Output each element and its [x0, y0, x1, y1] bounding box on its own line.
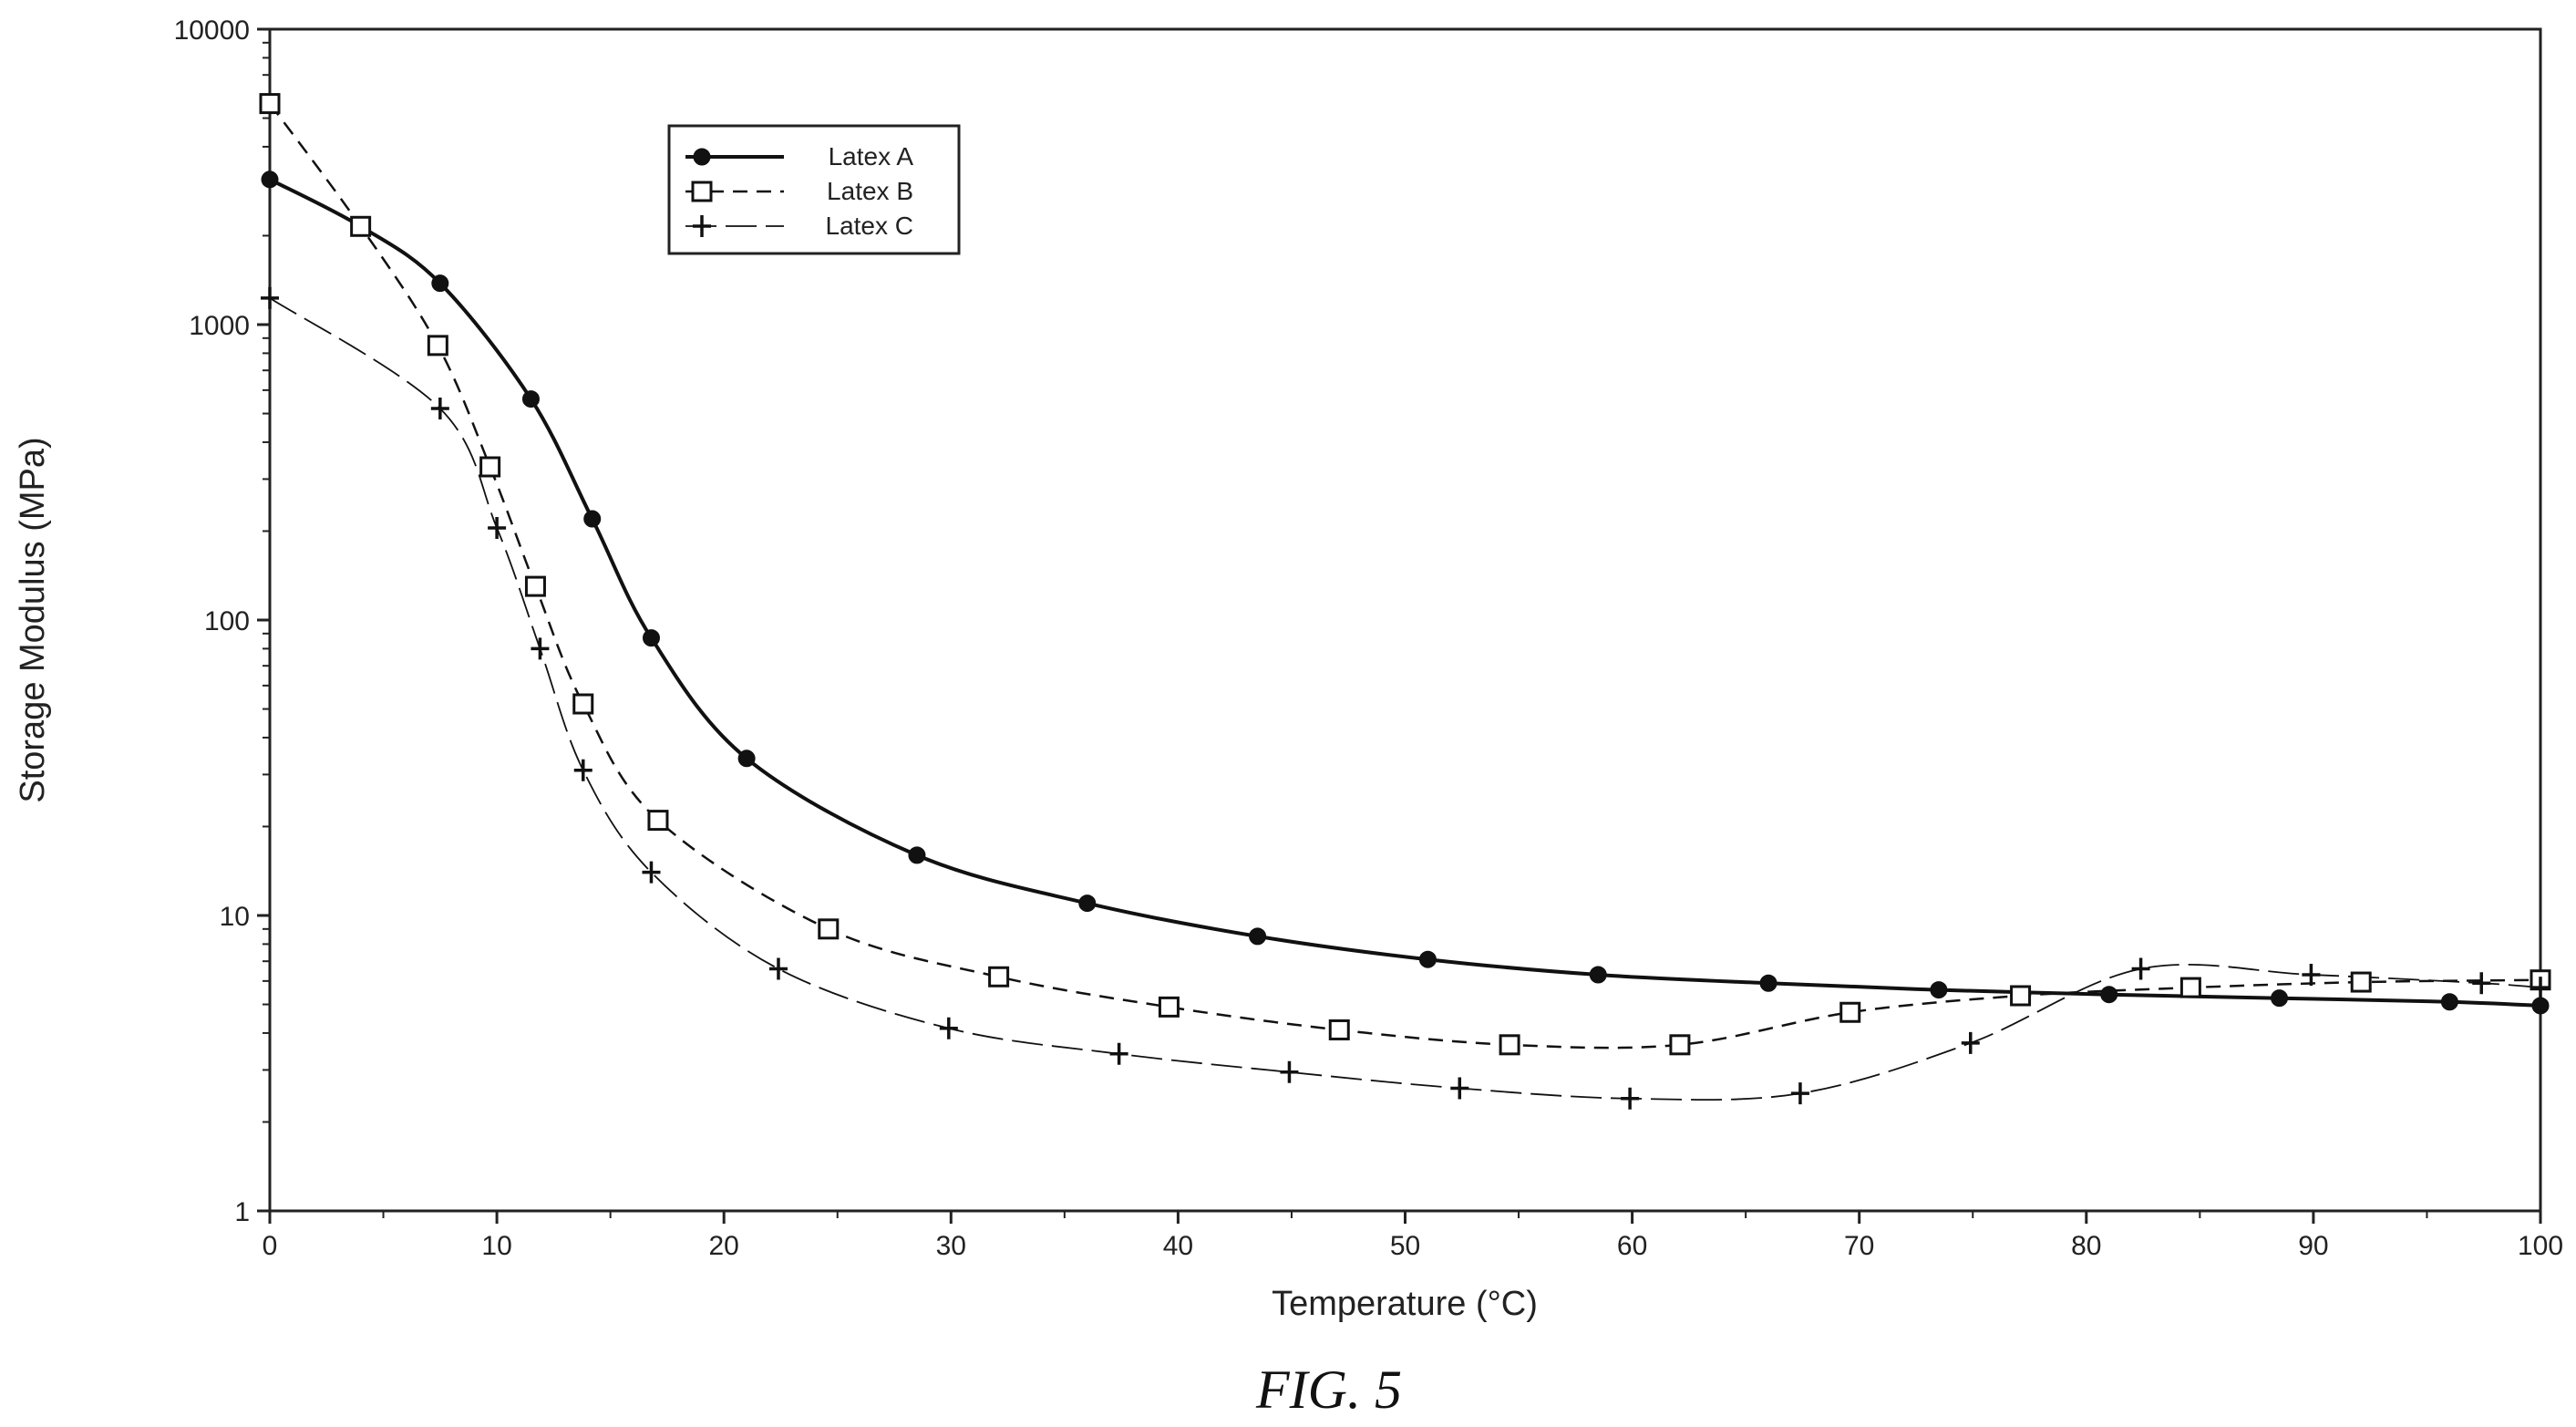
legend-marker — [691, 181, 713, 202]
legend-label: Latex C — [826, 212, 914, 240]
series-markers — [259, 93, 2551, 1110]
data-point — [2179, 977, 2201, 998]
legend-label: Latex B — [827, 177, 913, 205]
data-point — [642, 861, 661, 884]
data-point — [647, 810, 669, 832]
data-point — [1930, 981, 1948, 999]
y-tick-label: 1 — [234, 1197, 250, 1227]
data-point — [1280, 1060, 1299, 1083]
data-point — [572, 693, 594, 715]
data-point — [531, 637, 550, 660]
data-point — [1418, 950, 1437, 968]
legend-label: Latex A — [829, 142, 914, 171]
legend-box — [667, 124, 961, 255]
data-point — [521, 390, 540, 408]
series-line-1 — [269, 178, 2541, 1008]
x-axis-ticks: 0 10 20 30 40 50 60 70 80 90 100 — [263, 1211, 2563, 1261]
series-line-2 — [268, 102, 2541, 1050]
x-axis-label: Temperature (°C) — [1272, 1285, 1538, 1323]
data-point — [1249, 927, 1267, 946]
x-tick-label: 90 — [2298, 1231, 2328, 1261]
x-tick-label: 10 — [481, 1231, 511, 1261]
data-point — [2531, 997, 2550, 1015]
data-point — [737, 750, 756, 768]
data-point — [2271, 989, 2289, 1008]
data-point — [1621, 1087, 1640, 1110]
y-tick-label: 10000 — [174, 16, 250, 46]
x-tick-label: 50 — [1390, 1231, 1420, 1261]
data-point — [1078, 894, 1097, 913]
data-point — [939, 1017, 958, 1039]
data-point — [261, 286, 279, 309]
x-tick-label: 30 — [936, 1231, 966, 1261]
y-tick-label: 1000 — [189, 311, 250, 341]
data-point — [427, 335, 448, 357]
y-axis-ticks: 1 10 100 1000 10000 — [174, 16, 270, 1227]
data-point — [1450, 1077, 1469, 1100]
data-point — [1158, 996, 1180, 1018]
x-tick-label: 40 — [1163, 1231, 1193, 1261]
data-point — [350, 215, 372, 237]
data-point — [2440, 993, 2458, 1011]
plot-frame — [268, 27, 2542, 1213]
data-point — [573, 759, 592, 781]
x-tick-label: 20 — [709, 1231, 739, 1261]
data-point — [1499, 1034, 1520, 1056]
data-point — [1328, 1019, 1350, 1040]
data-point — [479, 456, 501, 478]
data-point — [2010, 985, 2032, 1007]
series-lines — [268, 102, 2541, 1101]
legend: Latex A Latex B Latex C — [667, 124, 961, 255]
data-point — [908, 846, 926, 864]
data-point — [642, 629, 660, 647]
data-point — [2350, 971, 2372, 993]
data-point — [583, 510, 602, 528]
data-point — [818, 918, 840, 940]
data-point — [1961, 1031, 1980, 1054]
data-point — [431, 274, 449, 293]
data-point — [1759, 974, 1777, 992]
data-point — [2100, 986, 2118, 1004]
series-line-3 — [269, 297, 2541, 1101]
data-point — [988, 966, 1010, 988]
data-point — [1109, 1042, 1128, 1065]
figure-caption: FIG. 5 — [1255, 1360, 1402, 1420]
data-point — [1790, 1082, 1809, 1105]
data-point — [259, 93, 281, 115]
data-point — [1589, 966, 1607, 984]
data-point — [430, 398, 449, 420]
data-point — [2302, 964, 2321, 987]
data-point — [2531, 977, 2550, 999]
data-point — [524, 575, 546, 597]
legend-marker — [693, 148, 711, 166]
y-tick-label: 10 — [220, 902, 250, 932]
data-point — [1669, 1034, 1691, 1056]
x-tick-label: 80 — [2071, 1231, 2101, 1261]
data-point — [2472, 972, 2491, 995]
y-tick-label: 100 — [204, 606, 250, 636]
data-point — [1839, 1001, 1861, 1023]
legend-marker — [693, 215, 711, 237]
x-tick-label: 70 — [1844, 1231, 1874, 1261]
y-axis-label: Storage Modulus (MPa) — [14, 437, 52, 802]
x-tick-label: 60 — [1617, 1231, 1647, 1261]
data-point — [488, 516, 507, 539]
x-tick-label: 100 — [2518, 1231, 2563, 1261]
data-point — [768, 957, 788, 980]
x-tick-label: 0 — [263, 1231, 278, 1261]
data-point — [261, 171, 279, 189]
data-point — [2131, 957, 2150, 980]
